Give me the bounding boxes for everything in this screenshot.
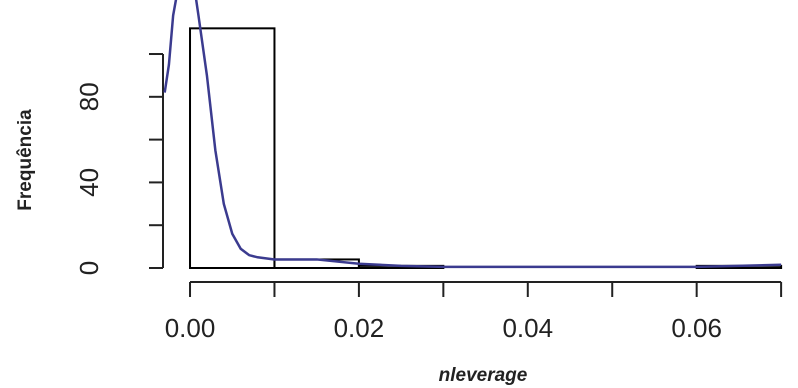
y-tick-label: 80 (74, 82, 104, 111)
x-tick-label: 0.00 (165, 313, 216, 343)
plot-area (163, 0, 783, 269)
x-tick-label: 0.02 (334, 313, 385, 343)
x-tick-label: 0.04 (502, 313, 553, 343)
y-tick-label: 40 (74, 168, 104, 197)
x-tick-label: 0.06 (671, 313, 722, 343)
x-axis-label: nleverage (439, 365, 528, 386)
bar (273, 258, 360, 269)
bar (189, 27, 276, 269)
y-tick-label: 0 (74, 261, 104, 275)
density-curve (163, 0, 782, 269)
y-axis-label: Frequência (15, 109, 36, 211)
